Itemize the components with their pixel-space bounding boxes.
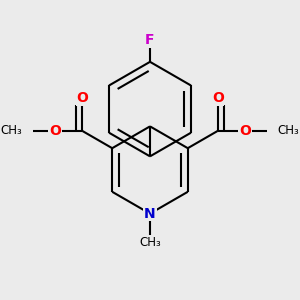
Text: O: O: [239, 124, 251, 138]
Text: CH₃: CH₃: [1, 124, 22, 137]
Text: CH₃: CH₃: [139, 236, 161, 249]
Text: O: O: [49, 124, 61, 138]
Text: O: O: [76, 91, 88, 105]
Text: O: O: [212, 91, 224, 105]
Text: CH₃: CH₃: [278, 124, 299, 137]
Text: F: F: [145, 33, 155, 47]
Text: N: N: [144, 207, 156, 220]
